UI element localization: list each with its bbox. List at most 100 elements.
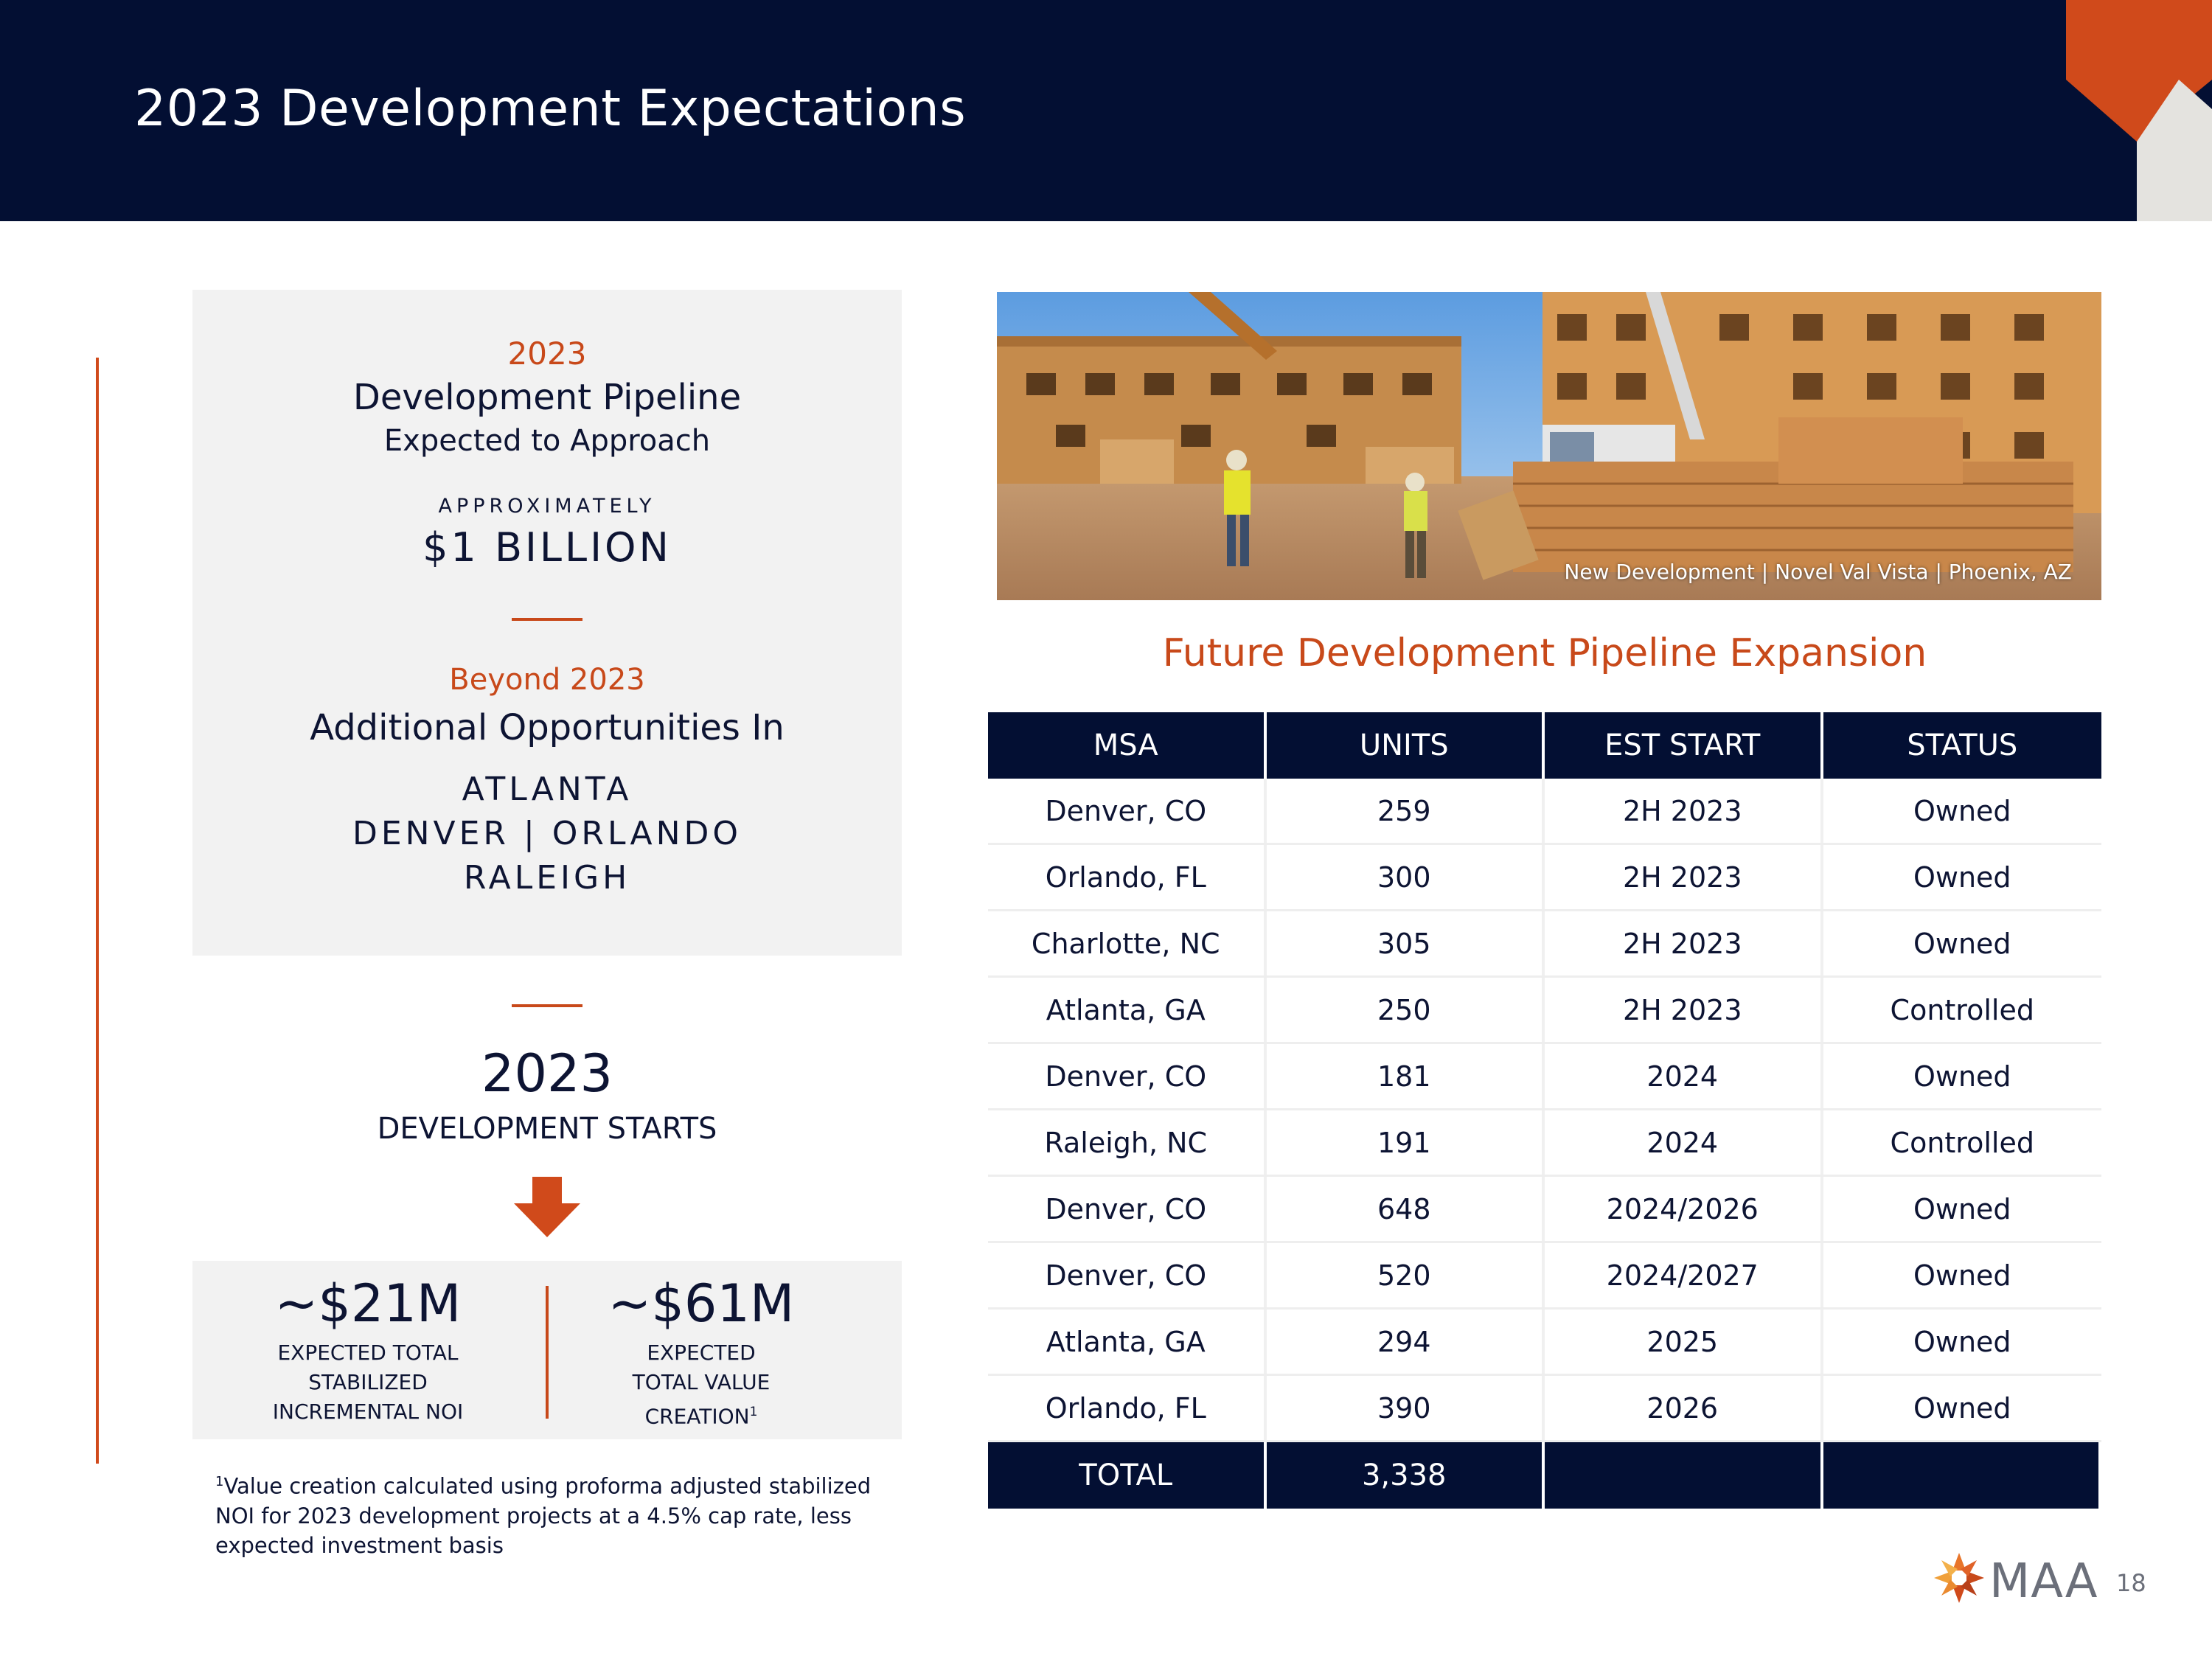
table-cell: 648 bbox=[1267, 1177, 1545, 1241]
photo-caption: New Development | Novel Val Vista | Phoe… bbox=[1564, 560, 2072, 584]
maa-logo: MAA bbox=[1933, 1551, 2098, 1609]
table-cell: 2024/2027 bbox=[1545, 1243, 1823, 1307]
table-cell: Owned bbox=[1913, 1325, 2011, 1358]
table-cell: Atlanta, GA bbox=[988, 978, 1267, 1042]
table-row: Denver, CO 259 2H 2023 Owned bbox=[988, 779, 2101, 845]
table-cell: 294 bbox=[1267, 1310, 1545, 1374]
table-total-row: TOTAL 3,338 bbox=[988, 1442, 2101, 1509]
table-cell: 2H 2023 bbox=[1545, 779, 1823, 843]
table-cell: Owned bbox=[1913, 1192, 2011, 1225]
table-cell: Owned bbox=[1913, 1259, 2011, 1292]
logo-text: MAA bbox=[1989, 1554, 2098, 1609]
metric-value: ~$21M bbox=[274, 1273, 462, 1334]
table-header-row: MSA UNITS EST START STATUS bbox=[988, 712, 2101, 779]
table-row: Atlanta, GA 294 2025 Owned bbox=[988, 1310, 2101, 1376]
starburst-icon bbox=[1934, 1553, 1984, 1603]
header-bar: 2023 Development Expectations bbox=[0, 0, 2212, 221]
table-row: Orlando, FL 390 2026 Owned bbox=[988, 1376, 2101, 1442]
metric-value: ~$61M bbox=[608, 1273, 795, 1334]
metric-label-text: CREATION bbox=[644, 1404, 750, 1429]
table-cell: 259 bbox=[1267, 779, 1545, 843]
footnote-text: Value creation calculated using proforma… bbox=[215, 1473, 872, 1558]
metrics-panel: ~$21M EXPECTED TOTAL STABILIZED INCREMEN… bbox=[192, 1261, 902, 1439]
column-header: STATUS bbox=[1907, 728, 2018, 762]
metric-label-line: EXPECTED TOTAL bbox=[277, 1340, 459, 1365]
pipeline-heading: Development Pipeline bbox=[352, 377, 742, 418]
city-line: RALEIGH bbox=[463, 859, 631, 897]
table-cell: 305 bbox=[1267, 911, 1545, 975]
table-row: Orlando, FL 300 2H 2023 Owned bbox=[988, 845, 2101, 911]
table-cell: 250 bbox=[1267, 978, 1545, 1042]
footnote: 1Value creation calculated using proform… bbox=[215, 1467, 894, 1560]
metric-label-line: CREATION1 bbox=[539, 1397, 863, 1431]
table-cell: 2024 bbox=[1545, 1044, 1823, 1108]
table-row: Atlanta, GA 250 2H 2023 Controlled bbox=[988, 978, 2101, 1044]
approx-label: APPROXIMATELY bbox=[438, 495, 656, 518]
city-line: DENVER | ORLANDO bbox=[352, 815, 742, 852]
table-cell: Denver, CO bbox=[988, 779, 1267, 843]
table-title: Future Development Pipeline Expansion bbox=[1162, 631, 1927, 675]
pipeline-panel: 2023 Development Pipeline Expected to Ap… bbox=[192, 290, 902, 956]
footnote-ref: 1 bbox=[749, 1405, 758, 1419]
table-row: Denver, CO 520 2024/2027 Owned bbox=[988, 1243, 2101, 1310]
table-row: Charlotte, NC 305 2H 2023 Owned bbox=[988, 911, 2101, 978]
footnote-marker: 1 bbox=[215, 1474, 224, 1489]
page-number: 18 bbox=[2116, 1569, 2146, 1597]
metric-label-line: STABILIZED bbox=[308, 1370, 428, 1394]
pipeline-table: MSA UNITS EST START STATUS Denver, CO 25… bbox=[988, 712, 2101, 1509]
starts-year: 2023 bbox=[481, 1043, 613, 1104]
table-cell: Controlled bbox=[1890, 1126, 2034, 1159]
column-header: UNITS bbox=[1267, 712, 1545, 779]
metric-label-line: INCREMENTAL NOI bbox=[272, 1399, 464, 1424]
beyond-label: Beyond 2023 bbox=[449, 663, 645, 697]
table-cell: 181 bbox=[1267, 1044, 1545, 1108]
metric-divider bbox=[546, 1286, 549, 1419]
table-row: Raleigh, NC 191 2024 Controlled bbox=[988, 1110, 2101, 1177]
table-cell: 2026 bbox=[1545, 1376, 1823, 1440]
additional-label: Additional Opportunities In bbox=[310, 707, 785, 748]
table-cell: Owned bbox=[1913, 927, 2011, 960]
table-cell: Orlando, FL bbox=[988, 1376, 1267, 1440]
column-header: MSA bbox=[988, 712, 1267, 779]
page-title: 2023 Development Expectations bbox=[134, 80, 967, 138]
pipeline-year: 2023 bbox=[507, 335, 587, 372]
metric-noi: ~$21M EXPECTED TOTAL STABILIZED INCREMEN… bbox=[206, 1261, 530, 1427]
table-cell: 2H 2023 bbox=[1545, 911, 1823, 975]
table-cell: 390 bbox=[1267, 1376, 1545, 1440]
total-label: TOTAL bbox=[988, 1442, 1267, 1509]
table-cell: 2H 2023 bbox=[1545, 845, 1823, 909]
metric-label: EXPECTED TOTAL VALUE CREATION1 bbox=[539, 1338, 863, 1431]
metric-label-line: TOTAL VALUE bbox=[632, 1370, 771, 1394]
table-cell: Denver, CO bbox=[988, 1177, 1267, 1241]
table-cell: Owned bbox=[1913, 794, 2011, 827]
construction-photo-image bbox=[997, 292, 2101, 600]
down-arrow-icon bbox=[514, 1177, 580, 1237]
column-header: EST START bbox=[1545, 712, 1823, 779]
table-cell: Charlotte, NC bbox=[988, 911, 1267, 975]
table-cell: Controlled bbox=[1890, 993, 2034, 1026]
table-cell: Denver, CO bbox=[988, 1044, 1267, 1108]
table-cell: Owned bbox=[1913, 860, 2011, 894]
table-cell: Orlando, FL bbox=[988, 845, 1267, 909]
table-cell-empty bbox=[1823, 1442, 2101, 1509]
table-cell: 300 bbox=[1267, 845, 1545, 909]
table-cell: 2024 bbox=[1545, 1110, 1823, 1175]
starts-label: DEVELOPMENT STARTS bbox=[377, 1112, 717, 1146]
table-cell: Owned bbox=[1913, 1060, 2011, 1093]
table-cell-empty bbox=[1545, 1442, 1823, 1509]
metric-value-creation: ~$61M EXPECTED TOTAL VALUE CREATION1 bbox=[539, 1261, 863, 1431]
table-row: Denver, CO 181 2024 Owned bbox=[988, 1044, 2101, 1110]
table-cell: Owned bbox=[1913, 1391, 2011, 1425]
corner-graphic bbox=[2066, 0, 2212, 221]
total-units: 3,338 bbox=[1267, 1442, 1545, 1509]
table-cell: Denver, CO bbox=[988, 1243, 1267, 1307]
pipeline-amount: $1 BILLION bbox=[422, 524, 672, 571]
pipeline-subheading: Expected to Approach bbox=[383, 424, 711, 458]
city-line: ATLANTA bbox=[462, 771, 633, 808]
divider-dash bbox=[512, 618, 582, 621]
left-accent-line bbox=[96, 358, 99, 1464]
table-cell: 520 bbox=[1267, 1243, 1545, 1307]
table-cell: Raleigh, NC bbox=[988, 1110, 1267, 1175]
metric-label-line: EXPECTED bbox=[647, 1340, 756, 1365]
metric-label: EXPECTED TOTAL STABILIZED INCREMENTAL NO… bbox=[206, 1338, 530, 1427]
